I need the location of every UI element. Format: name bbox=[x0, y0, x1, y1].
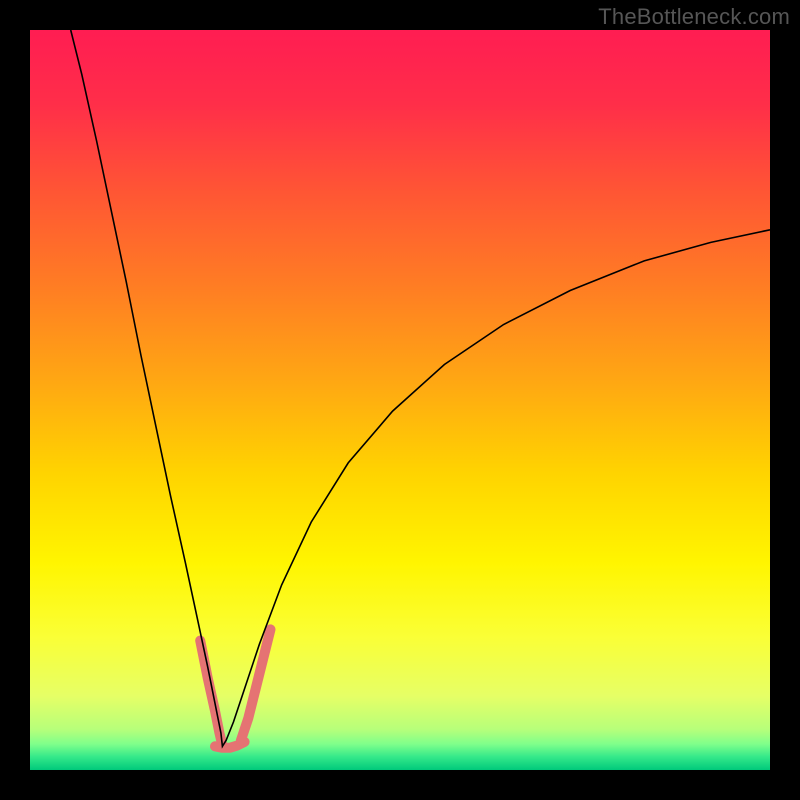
chart-container: TheBottleneck.com bbox=[0, 0, 800, 800]
plot-background bbox=[30, 30, 770, 770]
watermark-text: TheBottleneck.com bbox=[598, 4, 790, 30]
bottleneck-chart bbox=[0, 0, 800, 800]
